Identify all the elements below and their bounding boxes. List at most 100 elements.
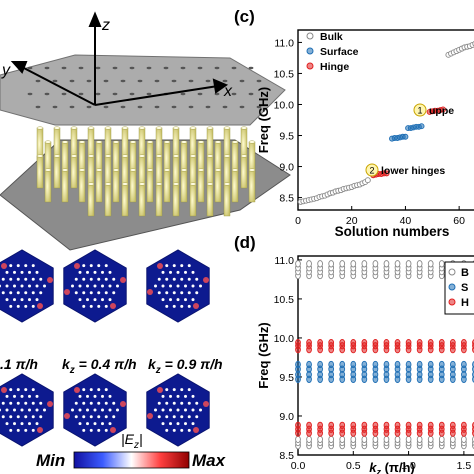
plate-hole [239,105,245,109]
data-point [328,338,335,347]
data-point [416,435,423,444]
rod-dot [78,284,82,288]
pillar-top [112,140,120,144]
data-point [438,260,445,268]
data-point [361,260,368,268]
pillar-top [155,126,163,130]
plate-hole [52,105,58,109]
rod-dot [35,408,39,412]
top-plate [0,54,286,126]
rod-dot [104,428,108,432]
rod-dot [9,428,13,432]
pillar-top [206,154,214,158]
plate-hole [129,92,135,96]
rod-dot [24,388,28,392]
rod-dot [157,277,161,281]
rod-dot [31,277,35,281]
data-point [405,360,412,369]
data-point [427,435,434,444]
y-tick-label: 11.0 [274,37,294,49]
data-point [328,360,335,369]
plate-hole [35,105,41,109]
rod-dot [97,277,101,281]
rod-dot [165,388,169,392]
colorbar-min-label: Min [36,451,65,470]
pillar-top [121,126,129,130]
data-point [328,260,335,268]
plate-hole [69,79,75,83]
rod-dot [93,394,97,398]
rod-dot [176,270,180,274]
rod-dot [101,270,104,274]
plate-hole [154,105,160,109]
field-hotspot [147,413,153,419]
legend-label: Surface [320,46,359,58]
rod-dot [187,401,191,405]
rod-dot [191,284,195,288]
rod-dot [74,291,78,295]
kz-labels: .1 π/h kz = 0.4 π/h kz = 0.9 π/h [0,356,223,376]
plate-holes [27,66,262,109]
rod-dot [16,264,20,268]
legend-marker [448,283,456,291]
data-point [306,260,312,268]
data-point [361,421,368,429]
rod-dot [116,408,119,412]
pillar [197,169,205,203]
rod-dot [35,422,39,426]
data-point [372,360,379,369]
plate-hole [214,92,220,96]
field-hotspot [203,401,209,407]
plot-frame [297,255,474,456]
rod-dot [180,264,184,268]
axis-z-label: z [101,17,110,34]
rod-dot [154,408,157,412]
plate-hole [137,105,143,109]
rod-dot [31,401,35,405]
rod-dot [20,270,24,274]
rod-dot [165,304,169,308]
legend-marker [448,298,456,306]
rod-dot [28,394,31,398]
rod-dot [31,415,35,419]
rod-dot [5,284,9,288]
rod-dot [31,388,35,392]
rod-dot [165,415,169,419]
pillar-top [87,126,95,130]
rod-dot [116,284,119,288]
field-maps [0,249,210,447]
rod-dot [187,277,191,281]
rod-dot [184,284,187,288]
pillar-top [172,154,180,158]
plate-hole [188,79,194,83]
field-hotspot [147,289,153,295]
x-axis-label: Solution numbers [335,224,450,239]
y-axis-label: Freq (GHz) [256,322,271,388]
pillar [121,183,129,217]
data-point [427,260,434,268]
rod-dot [180,415,184,419]
legend-marker [306,47,314,55]
data-point [394,260,401,268]
rod-dot [191,394,195,398]
rod-dot [35,298,39,302]
plate-hole [256,105,262,109]
annotation-number: 2 [369,166,374,176]
pillar [44,169,52,203]
data-point [438,360,445,369]
rod-dot [28,284,31,288]
field-hotspot [120,277,126,283]
rod-dot [172,264,176,268]
pillar-top [206,182,214,186]
rod-dot [43,408,46,412]
rod-dot [74,401,78,405]
pillar-top [44,140,52,144]
data-point [339,421,346,429]
rod-dot [161,394,165,398]
rod-dot [112,401,116,405]
pillar-top [223,126,231,130]
rod-dot [86,422,89,426]
pillar [155,183,163,217]
legend-label: H [461,297,469,309]
annotation-marker [413,103,427,117]
